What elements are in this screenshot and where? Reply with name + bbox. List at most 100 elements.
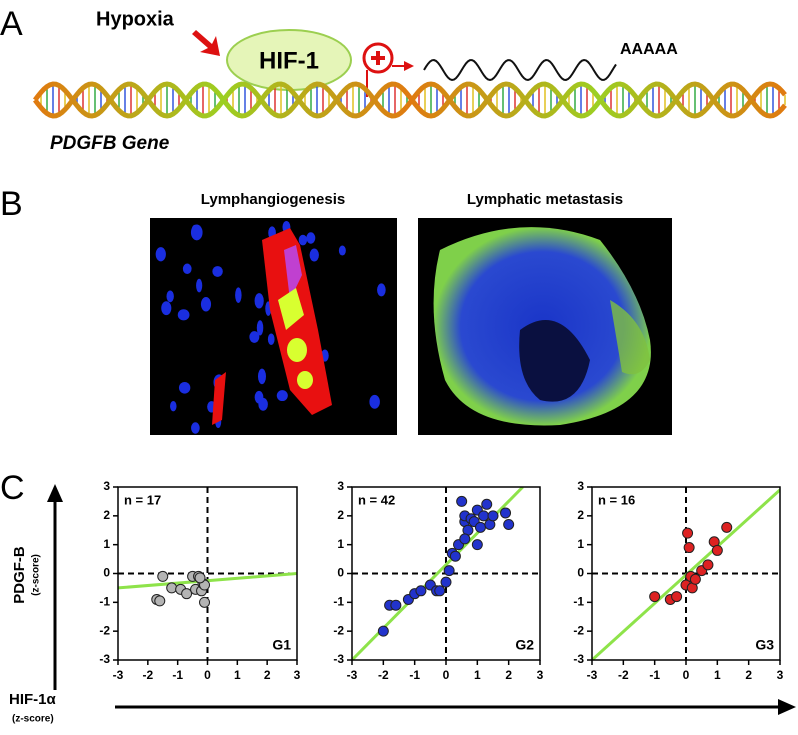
axis-arrow [47, 484, 63, 502]
y-tick-label: -2 [333, 623, 344, 637]
arrow [404, 61, 414, 71]
nucleus [257, 368, 266, 385]
nucleus [235, 287, 242, 303]
group-label: G2 [515, 637, 534, 653]
y-axis-label: PDGF-B [11, 546, 28, 604]
x-tick-label: -2 [142, 668, 153, 682]
point [181, 588, 193, 600]
point [478, 510, 490, 522]
image-title: Lymphangiogenesis [201, 191, 345, 208]
plot-frame [117, 486, 298, 661]
y-tick-label: 1 [337, 537, 344, 551]
x-tick-label: 0 [204, 668, 211, 682]
y-tick-label: -3 [99, 652, 110, 666]
x-tick-label: 0 [683, 668, 690, 682]
nucleus [377, 283, 386, 297]
point [671, 591, 683, 603]
point [443, 565, 455, 577]
y-tick-label: -2 [99, 623, 110, 637]
nucleus [178, 381, 191, 394]
group-label: G1 [272, 637, 291, 653]
y-tick-label: 0 [337, 566, 344, 580]
point [440, 576, 452, 588]
point [711, 544, 723, 556]
point [649, 591, 661, 603]
point [434, 585, 446, 597]
point [500, 507, 512, 519]
y-tick-label: 3 [577, 479, 584, 493]
x-axis-label: HIF-1α [9, 691, 57, 708]
nucleus [155, 247, 166, 262]
x-tick-label: 3 [537, 668, 544, 682]
point [390, 599, 402, 611]
point [154, 595, 166, 607]
x-tick-label: -3 [587, 668, 598, 682]
x-tick-label: -3 [347, 668, 358, 682]
nucleus [309, 248, 319, 262]
y-tick-label: 3 [337, 479, 344, 493]
y-tick-label: -3 [333, 652, 344, 666]
x-tick-label: -1 [649, 668, 660, 682]
nucleus [306, 232, 316, 244]
gene-label: PDGFB Gene [50, 133, 170, 154]
strand [33, 81, 787, 119]
x-tick-label: 1 [714, 668, 721, 682]
x-tick-label: 2 [505, 668, 512, 682]
nucleus [161, 301, 172, 316]
nucleus [298, 234, 308, 246]
x-tick-label: 1 [234, 668, 241, 682]
y-tick-label: -1 [573, 595, 584, 609]
mrna [423, 58, 617, 82]
point [682, 527, 694, 539]
nucleus [170, 400, 177, 412]
x-tick-label: -3 [113, 668, 124, 682]
nucleus [258, 397, 268, 411]
y-tick-label: -1 [333, 595, 344, 609]
micrograph [418, 218, 672, 435]
y-tick-label: 2 [577, 508, 584, 522]
x-tick-label: 0 [443, 668, 450, 682]
plot-frame [591, 486, 781, 661]
point [377, 625, 389, 637]
dna-helix [33, 81, 787, 119]
y-tick-label: 2 [103, 508, 110, 522]
y-tick-label: 0 [103, 566, 110, 580]
nucleus [191, 422, 200, 434]
point [157, 570, 169, 582]
point [471, 539, 483, 551]
plot-frame [351, 486, 541, 661]
y-axis-unit: (z-score) [31, 554, 42, 596]
panel-label: A [0, 5, 23, 43]
point [415, 585, 427, 597]
arrow [192, 30, 220, 56]
point [459, 533, 471, 545]
micrograph [150, 218, 397, 435]
nucleus [254, 293, 264, 309]
x-tick-label: -2 [378, 668, 389, 682]
x-axis-unit: (z-score) [12, 714, 54, 725]
point [474, 521, 486, 533]
factor-label: HIF-1 [259, 47, 319, 74]
y-tick-label: 0 [577, 566, 584, 580]
annotation: n = 42 [358, 492, 395, 507]
y-tick-label: -3 [573, 652, 584, 666]
nucleus [200, 297, 212, 312]
y-tick-label: 1 [103, 537, 110, 551]
nucleus [177, 309, 190, 321]
x-tick-label: 3 [294, 668, 301, 682]
axis-arrow [778, 699, 796, 715]
nucleus [191, 224, 199, 235]
x-tick-label: -2 [618, 668, 629, 682]
y-tick-label: 1 [577, 537, 584, 551]
nucleus [182, 263, 192, 275]
nucleus [256, 320, 264, 336]
strand [33, 81, 787, 119]
point [721, 521, 733, 533]
point [166, 582, 178, 594]
x-tick-label: 2 [264, 668, 271, 682]
point [702, 559, 714, 571]
image-title: Lymphatic metastasis [467, 191, 623, 208]
y-tick-label: -2 [573, 623, 584, 637]
nucleus [267, 333, 275, 345]
